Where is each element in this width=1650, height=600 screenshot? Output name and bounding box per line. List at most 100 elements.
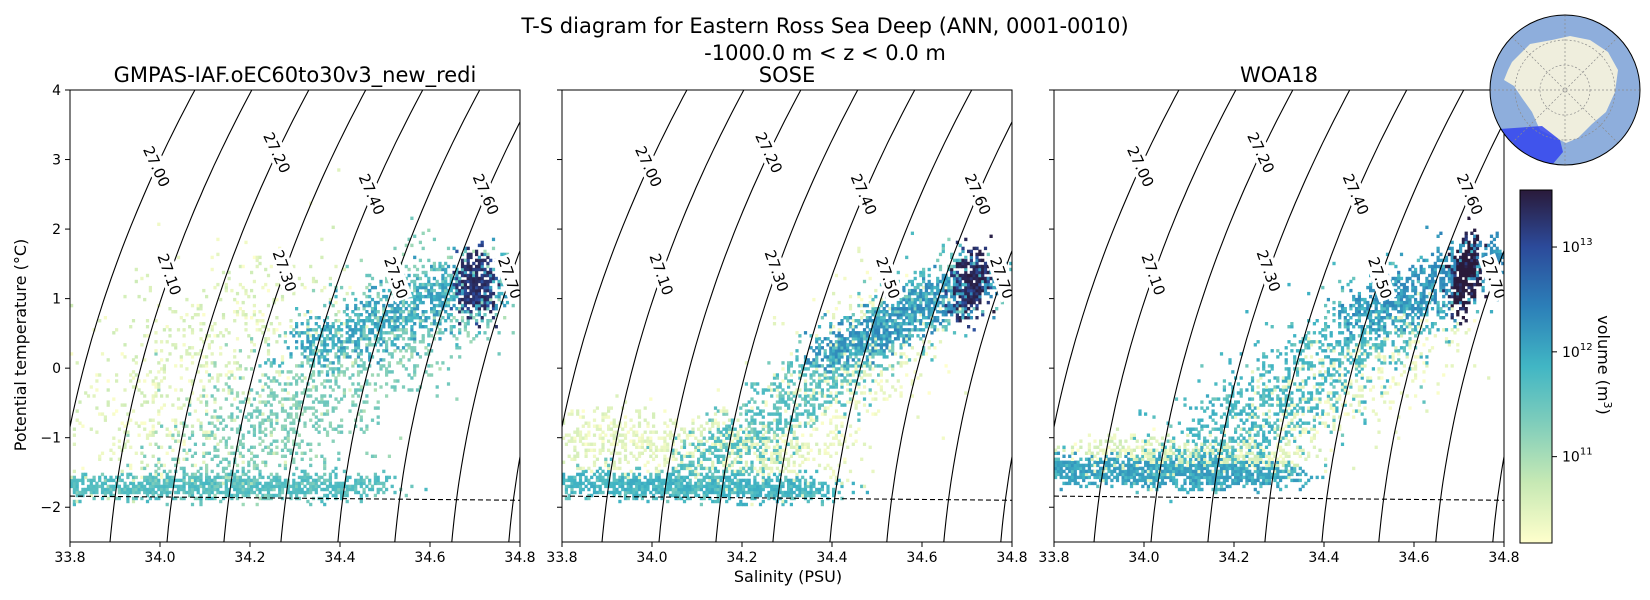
histogram-cell	[289, 484, 293, 489]
histogram-cell	[354, 303, 358, 308]
histogram-cell	[832, 358, 836, 362]
histogram-cell	[590, 448, 594, 453]
histogram-cell	[640, 496, 645, 501]
histogram-cell	[764, 388, 768, 392]
histogram-cell	[415, 316, 420, 320]
histogram-cell	[230, 469, 234, 474]
histogram-cell	[854, 400, 858, 404]
histogram-cell	[337, 349, 341, 353]
histogram-cell	[250, 487, 254, 492]
histogram-cell	[334, 300, 338, 305]
histogram-cell	[747, 487, 751, 492]
histogram-cell	[660, 490, 664, 495]
histogram-cell	[787, 481, 791, 486]
histogram-cell	[227, 475, 231, 480]
histogram-cell	[809, 493, 813, 498]
histogram-cell	[205, 394, 209, 398]
histogram-cell	[823, 376, 827, 380]
histogram-cell	[469, 316, 473, 320]
histogram-cell	[612, 478, 616, 483]
histogram-cell	[758, 460, 763, 465]
histogram-cell	[486, 285, 490, 290]
histogram-cell	[404, 243, 408, 248]
histogram-cell	[475, 273, 479, 278]
histogram-cell	[840, 340, 844, 344]
histogram-cell	[193, 475, 198, 480]
histogram-cell	[331, 409, 335, 413]
histogram-cell	[297, 496, 302, 501]
histogram-cell	[238, 367, 243, 371]
histogram-cell	[893, 325, 898, 329]
histogram-cell	[278, 475, 282, 480]
histogram-cell	[722, 454, 726, 459]
histogram-cell	[238, 484, 243, 489]
histogram-cell	[778, 454, 782, 459]
histogram-cell	[196, 484, 200, 489]
histogram-cell	[140, 403, 144, 407]
histogram-cell	[713, 484, 718, 489]
histogram-cell	[646, 460, 650, 465]
histogram-cell	[882, 367, 886, 371]
histogram-cell	[621, 481, 625, 486]
histogram-cell	[418, 300, 423, 305]
histogram-cell	[188, 412, 192, 416]
histogram-cell	[427, 288, 431, 293]
histogram-cell	[123, 343, 127, 347]
histogram-cell	[168, 307, 172, 311]
histogram-cell	[666, 460, 670, 465]
histogram-cell	[382, 325, 386, 329]
histogram-cell	[697, 439, 701, 443]
histogram-cell	[907, 358, 912, 362]
histogram-cell	[103, 481, 108, 486]
histogram-cell	[134, 373, 138, 377]
histogram-cell	[413, 340, 417, 344]
histogram-cell	[269, 448, 273, 453]
histogram-cell	[421, 313, 425, 317]
histogram-cell	[247, 460, 251, 465]
histogram-cell	[837, 439, 841, 443]
histogram-cell	[846, 388, 850, 392]
histogram-cell	[483, 279, 487, 284]
histogram-cell	[328, 331, 333, 335]
histogram-cell	[230, 496, 234, 501]
histogram-cell	[792, 484, 796, 489]
histogram-cell	[418, 355, 423, 359]
histogram-cell	[255, 415, 259, 419]
histogram-cell	[348, 430, 352, 434]
histogram-cell	[697, 493, 701, 498]
histogram-cell	[202, 490, 206, 495]
histogram-cell	[719, 478, 723, 483]
histogram-cell	[486, 294, 490, 299]
histogram-cell	[882, 355, 886, 359]
histogram-cell	[182, 334, 186, 338]
histogram-cell	[503, 316, 507, 320]
histogram-cell	[134, 267, 138, 272]
histogram-cell	[626, 460, 630, 465]
histogram-cell	[171, 457, 175, 462]
histogram-cell	[303, 469, 307, 474]
histogram-cell	[328, 472, 333, 477]
histogram-cell	[393, 334, 397, 338]
histogram-cell	[362, 361, 366, 365]
histogram-cell	[365, 400, 369, 404]
histogram-cell	[143, 478, 147, 483]
histogram-cell	[452, 294, 456, 299]
histogram-cell	[758, 445, 763, 450]
histogram-cell	[297, 313, 302, 317]
histogram-cell	[241, 300, 245, 305]
histogram-cell	[882, 331, 886, 335]
histogram-cell	[297, 442, 302, 447]
histogram-cell	[832, 343, 836, 347]
histogram-cell	[699, 433, 704, 437]
histogram-cell	[300, 478, 304, 483]
histogram-cell	[888, 325, 892, 329]
histogram-cell	[764, 439, 768, 443]
histogram-cell	[725, 409, 729, 413]
histogram-cell	[356, 394, 361, 398]
histogram-cell	[854, 406, 858, 410]
histogram-cell	[266, 349, 271, 353]
histogram-cell	[885, 319, 889, 323]
histogram-cell	[840, 415, 844, 419]
histogram-cell	[131, 358, 136, 362]
histogram-cell	[826, 358, 830, 362]
